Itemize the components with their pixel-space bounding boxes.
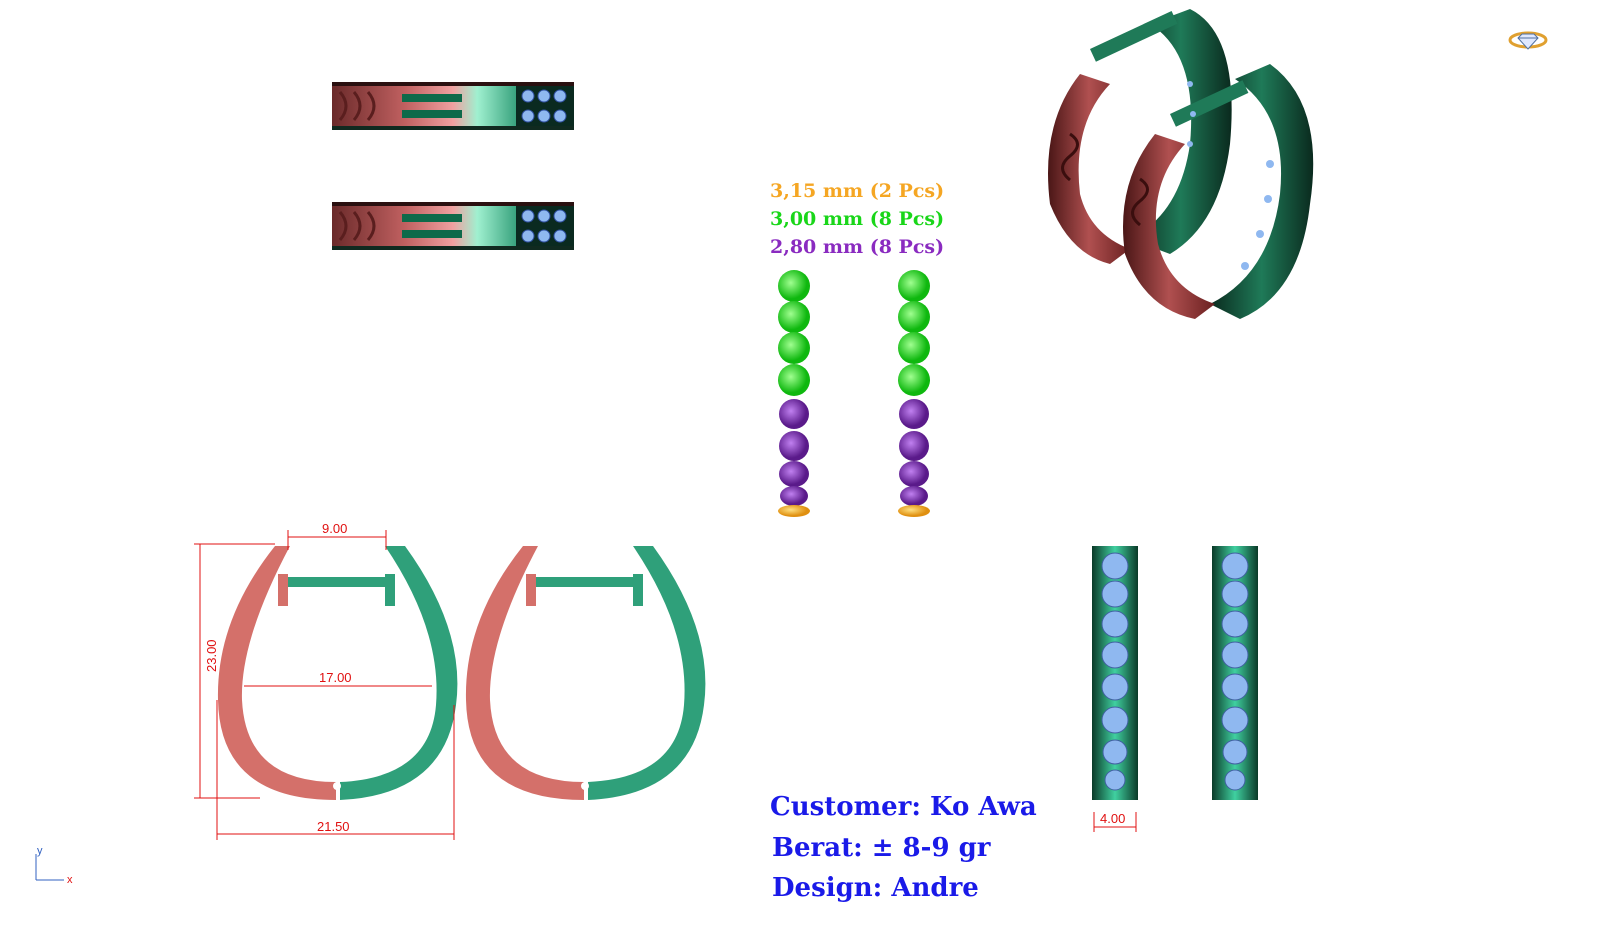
stone-column-right bbox=[898, 270, 930, 517]
top-band-view-1 bbox=[332, 82, 574, 130]
top-band-view-2 bbox=[332, 202, 574, 250]
side-band-right bbox=[1212, 546, 1258, 800]
stone-legend: 3,15 mm (2 Pcs) 3,00 mm (8 Pcs) 2,80 mm … bbox=[770, 180, 970, 264]
stone-label-3-15: 3,15 mm (2 Pcs) bbox=[770, 180, 945, 202]
axis-y-label: y bbox=[37, 845, 43, 857]
design-label: Design: Andre bbox=[772, 873, 979, 903]
stone-column-left bbox=[778, 270, 810, 517]
earring-front-right bbox=[465, 546, 706, 800]
customer-label: Customer: Ko Awa bbox=[770, 792, 1037, 822]
side-band-views: 4.00 bbox=[1086, 542, 1266, 842]
axis-indicator: y x bbox=[30, 842, 80, 888]
dim-inner-width: 17.00 bbox=[319, 670, 352, 685]
side-band-left bbox=[1092, 546, 1138, 800]
axis-x-label: x bbox=[67, 874, 73, 886]
stone-label-3-00: 3,00 mm (8 Pcs) bbox=[770, 208, 945, 230]
dim-outer-width: 21.50 bbox=[317, 819, 350, 834]
stone-layout-diagram bbox=[770, 266, 940, 524]
dim-band-width: 4.00 bbox=[1100, 811, 1125, 826]
dim-top-width: 9.00 bbox=[322, 521, 347, 536]
weight-label: Berat: ± 8-9 gr bbox=[772, 833, 991, 863]
front-view-dimensioned: 9.00 17.00 23.00 21.50 bbox=[180, 520, 740, 850]
earring-front-left bbox=[217, 546, 458, 800]
stone-label-2-80: 2,80 mm (8 Pcs) bbox=[770, 236, 945, 258]
ring-logo-icon bbox=[1508, 28, 1548, 52]
perspective-view bbox=[1030, 4, 1330, 324]
dim-height: 23.00 bbox=[204, 639, 219, 672]
